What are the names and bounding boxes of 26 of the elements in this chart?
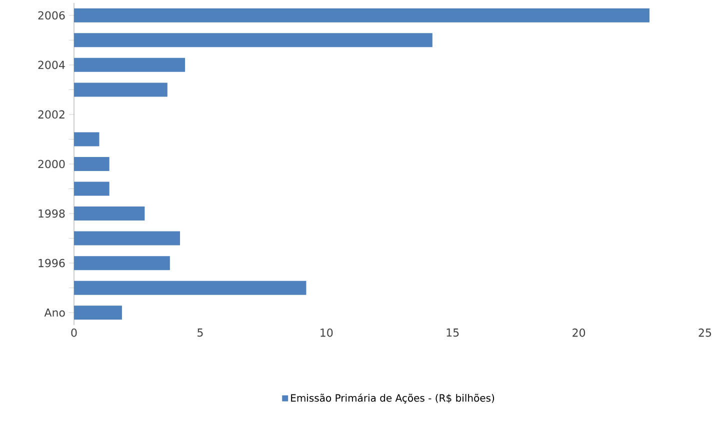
y-tick-label: 1998	[38, 209, 65, 218]
x-tick-label: 15	[446, 328, 459, 337]
bar	[74, 8, 650, 22]
legend-label: Emissão Primária de Ações - (R$ bilhões)	[291, 394, 494, 404]
x-tick-label: 25	[698, 328, 712, 337]
y-tick-label: 2006	[38, 11, 65, 20]
bar	[74, 280, 306, 295]
bar	[74, 33, 432, 48]
y-tick-label: 2000	[38, 160, 65, 168]
bar	[74, 206, 145, 221]
y-tick-label: 1996	[38, 258, 65, 268]
bar	[74, 157, 110, 171]
bar	[74, 82, 168, 97]
x-tick-label: 20	[572, 328, 586, 337]
x-tick-label: 0	[71, 328, 77, 337]
y-tick-label: 2004	[38, 60, 65, 70]
y-tick-label: 2002	[38, 110, 64, 119]
bar	[74, 182, 110, 196]
bar	[74, 256, 170, 270]
bar	[74, 306, 122, 320]
bar	[74, 58, 186, 72]
x-tick-label: 5	[198, 328, 203, 337]
bar	[74, 132, 100, 146]
x-tick-label: 10	[320, 328, 333, 337]
y-tick-label: Ano	[44, 308, 65, 317]
bar	[74, 231, 180, 246]
